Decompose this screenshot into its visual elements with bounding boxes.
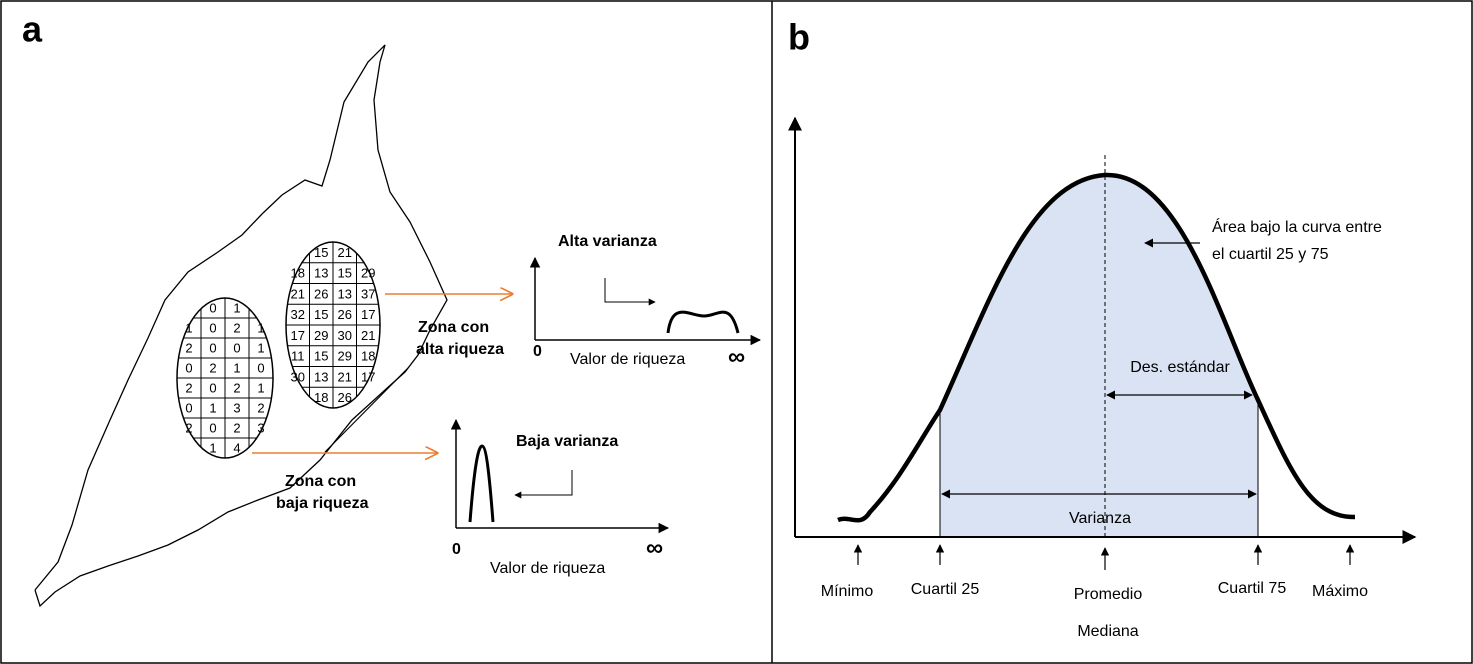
marker-label: Cuartil 25	[911, 581, 980, 598]
axis-start: 0	[452, 541, 461, 558]
cell: 29	[338, 349, 352, 364]
cell: 2	[209, 360, 216, 375]
cell: 18	[291, 266, 305, 281]
marker-label: Máximo	[1312, 583, 1368, 600]
cell: 13	[338, 286, 352, 301]
cell: 3	[233, 400, 240, 415]
cell: 15	[314, 245, 328, 260]
cell: 1	[209, 400, 216, 415]
cell: 2	[185, 380, 192, 395]
cell: 1	[185, 320, 192, 335]
cell: 26	[338, 307, 352, 322]
cell: 1	[257, 380, 264, 395]
cell: 29	[361, 266, 375, 281]
cell: 37	[361, 286, 375, 301]
panel-label: a	[22, 9, 43, 50]
cell: 0	[209, 420, 216, 435]
marker-label: Mínimo	[821, 583, 874, 600]
cell: 0	[257, 360, 264, 375]
axis-end: ∞	[646, 534, 663, 561]
map-outline	[34, 44, 448, 608]
cell: 17	[361, 307, 375, 322]
axis-end: ∞	[728, 343, 745, 370]
marker-label: Mediana	[1077, 623, 1138, 640]
cell: 13	[314, 266, 328, 281]
cell: 18	[361, 349, 375, 364]
cell: 26	[314, 286, 328, 301]
cell: 2	[185, 420, 192, 435]
cell: 4	[233, 440, 240, 455]
cell: 17	[361, 369, 375, 384]
cell: 1	[257, 340, 264, 355]
cell: 13	[314, 369, 328, 384]
cell: 0	[233, 340, 240, 355]
cell: 1	[233, 300, 240, 315]
area-fill	[940, 174, 1258, 537]
cell: 21	[338, 245, 352, 260]
annotation: Des. estándar	[1130, 359, 1230, 376]
annotation: Área bajo la curva entre	[1212, 217, 1382, 236]
small-chart	[450, 256, 762, 534]
cell: 2	[257, 400, 264, 415]
annotation: Varianza	[1069, 510, 1131, 527]
zone-label: Zona con	[285, 473, 356, 490]
oval	[176, 297, 274, 459]
oval	[285, 241, 381, 409]
cell: 0	[209, 300, 216, 315]
axis-label: Valor de riqueza	[570, 351, 685, 368]
marker-label: Cuartil 75	[1218, 580, 1287, 597]
cell: 2	[233, 320, 240, 335]
zone-label: alta riqueza	[416, 341, 504, 358]
cell: 2	[185, 340, 192, 355]
cell: 21	[361, 328, 375, 343]
marker-label: Promedio	[1074, 586, 1143, 603]
cell: 1	[209, 440, 216, 455]
cell: 26	[338, 390, 352, 405]
cell: 0	[209, 380, 216, 395]
cell: 2	[233, 380, 240, 395]
zone-label: Zona con	[418, 319, 489, 336]
cell: 3	[257, 420, 264, 435]
cell: 0	[209, 320, 216, 335]
cell: 15	[314, 349, 328, 364]
cell: 15	[338, 266, 352, 281]
cell: 11	[291, 349, 305, 364]
cell: 30	[291, 369, 305, 384]
grid-oval	[177, 298, 273, 458]
cell: 30	[338, 328, 352, 343]
grid-oval	[286, 242, 380, 408]
cell: 21	[338, 369, 352, 384]
axis-label: Valor de riqueza	[490, 560, 605, 577]
chart-title: Baja varianza	[516, 433, 618, 450]
cell: 1	[233, 360, 240, 375]
cell: 2	[233, 420, 240, 435]
distribution-chart	[788, 116, 1417, 570]
cell: 15	[314, 307, 328, 322]
chart-title: Alta varianza	[558, 233, 657, 250]
cell: 0	[185, 360, 192, 375]
cell: 0	[209, 340, 216, 355]
annotation: el cuartil 25 y 75	[1212, 246, 1329, 263]
cell: 18	[314, 390, 328, 405]
axis-start: 0	[533, 343, 542, 360]
map-outline	[324, 367, 409, 453]
cell: 0	[185, 400, 192, 415]
panel-label: b	[788, 17, 810, 58]
cell: 21	[291, 286, 305, 301]
zone-label: baja riqueza	[276, 495, 369, 512]
cell: 29	[314, 328, 328, 343]
cell: 1	[257, 320, 264, 335]
cell: 32	[291, 307, 305, 322]
cell: 17	[291, 328, 305, 343]
